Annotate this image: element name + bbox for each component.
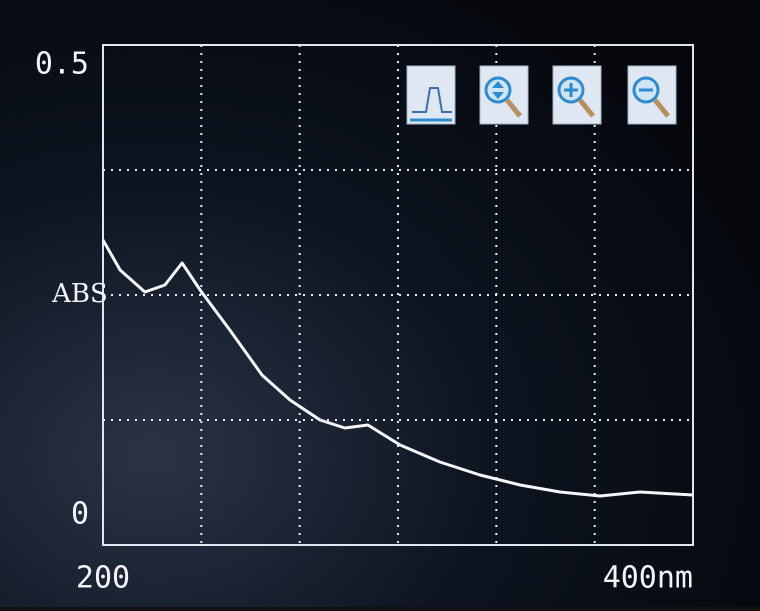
x-tick-label: 200 (76, 561, 130, 596)
x-tick-label: 400nm (603, 561, 693, 596)
zoom-in-button[interactable] (553, 66, 601, 124)
scale-button[interactable] (480, 66, 528, 124)
y-tick-label: 0 (71, 497, 89, 532)
y-tick-label: 0.5 (35, 47, 89, 82)
page: {"chart_data": {"type": "line", "x": [20… (0, 0, 760, 607)
y-axis-label: ABS (51, 279, 108, 309)
zoom-out-button[interactable] (628, 66, 676, 124)
device-screen: ABS 0 0.5 200 400nm (0, 0, 760, 607)
peak-button[interactable] (407, 66, 455, 124)
